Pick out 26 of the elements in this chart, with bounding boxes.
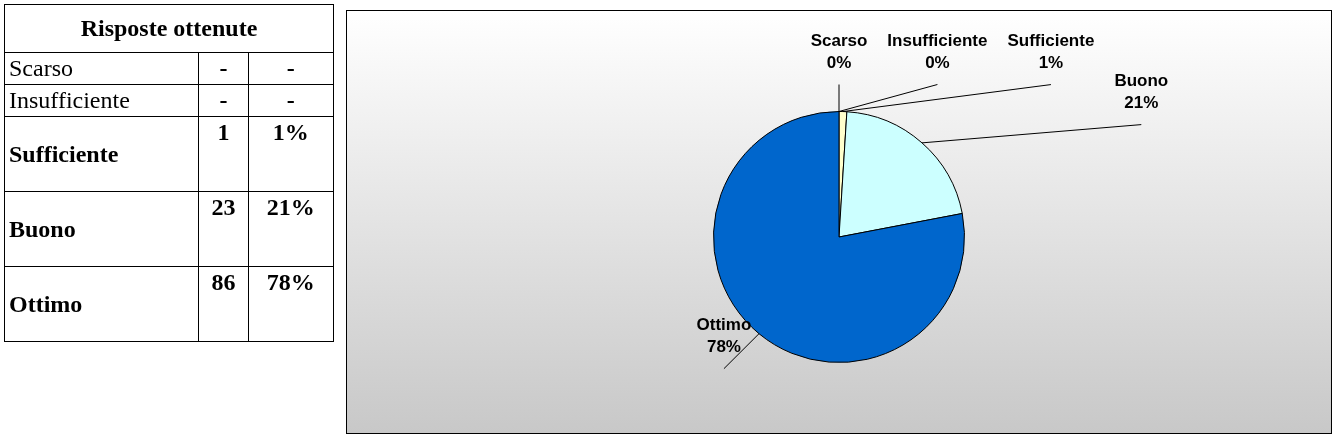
slice-label: Buono [1114, 70, 1169, 90]
data-label: 78% [248, 266, 334, 342]
category-label: Scarso [810, 30, 868, 50]
category-label: Buono [4, 191, 199, 267]
data-label: 1% [1038, 52, 1064, 72]
data-label: 78% [706, 336, 741, 356]
data-label: - [248, 52, 334, 85]
category-label: Insufficiente [4, 84, 199, 117]
category-label: Ottimo [4, 266, 199, 342]
slice-label: Ottimo [696, 314, 752, 334]
data-label: - [198, 52, 249, 85]
text: 0% [826, 52, 852, 72]
slice-label: Sufficiente [1007, 30, 1095, 50]
data-label: 21% [1124, 92, 1159, 112]
text: Risposte ottenute [4, 4, 334, 53]
category-label: Sufficiente [4, 116, 199, 192]
data-label: - [248, 84, 334, 117]
category-label: Scarso [4, 52, 199, 85]
data-label: 1 [198, 116, 249, 192]
data-label: - [198, 84, 249, 117]
text: 0% [925, 52, 950, 72]
category-label: Insufficiente [887, 30, 988, 50]
data-label: 1% [248, 116, 334, 192]
data-label: 86 [198, 266, 249, 342]
data-label: 21% [248, 191, 334, 267]
data-label: 23 [198, 191, 249, 267]
